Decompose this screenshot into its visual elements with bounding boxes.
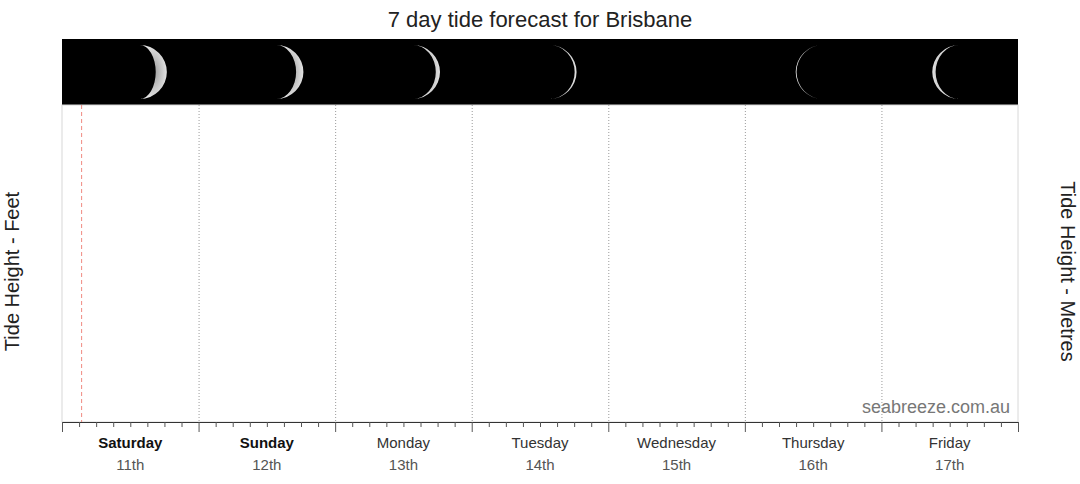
minor-tick: [301, 422, 302, 427]
minor-tick: [130, 422, 131, 427]
minor-tick: [455, 422, 456, 427]
x-tick-date: 11th: [116, 456, 144, 473]
x-tick-date: 17th: [935, 456, 964, 473]
x-tick-label: Wednesday: [637, 434, 716, 451]
moon-band: [62, 39, 1018, 105]
minor-tick: [557, 422, 558, 427]
minor-tick: [250, 422, 251, 427]
minor-tick: [96, 422, 97, 427]
moon: [796, 45, 823, 99]
minor-tick: [677, 422, 678, 427]
day-divider: [745, 105, 746, 422]
day-divider: [199, 105, 200, 422]
minor-tick: [284, 422, 285, 427]
minor-tick: [318, 422, 319, 427]
day-tick: [745, 422, 746, 432]
minor-tick: [352, 422, 353, 427]
x-tick-label: Saturday: [98, 434, 163, 451]
minor-tick: [694, 422, 695, 427]
x-tick-date: 13th: [389, 456, 418, 473]
minor-tick: [899, 422, 900, 427]
x-tick-date: 14th: [525, 456, 554, 473]
minor-tick: [625, 422, 626, 427]
x-tick-label: Sunday: [240, 434, 295, 451]
day-tick: [335, 422, 336, 432]
chart-title: 7 day tide forecast for Brisbane: [388, 7, 693, 32]
minor-tick: [642, 422, 643, 427]
moon: [413, 45, 440, 99]
minor-tick: [779, 422, 780, 427]
marks-group: [81, 105, 82, 422]
x-tick-date: 16th: [799, 456, 828, 473]
watermark: seabreeze.com.au: [862, 397, 1010, 417]
moon: [932, 45, 959, 99]
minor-tick: [830, 422, 831, 427]
minor-tick: [147, 422, 148, 427]
day-divider: [881, 105, 882, 422]
x-tick-label: Thursday: [782, 434, 845, 451]
minor-tick: [523, 422, 524, 427]
minor-tick: [421, 422, 422, 427]
day-tick: [199, 422, 200, 432]
minor-tick: [984, 422, 985, 427]
day-divider: [335, 105, 336, 422]
moon: [276, 45, 303, 99]
minor-tick: [813, 422, 814, 427]
day-tick: [608, 422, 609, 432]
day-divider: [472, 105, 473, 422]
minor-tick: [506, 422, 507, 427]
minor-tick: [182, 422, 183, 427]
minor-tick: [660, 422, 661, 427]
minor-tick: [967, 422, 968, 427]
y2-axis-title: Tide Height - Metres: [1057, 181, 1079, 361]
moon-group: [140, 45, 959, 99]
minor-tick: [369, 422, 370, 427]
minor-tick: [386, 422, 387, 427]
minor-tick: [489, 422, 490, 427]
minor-tick: [403, 422, 404, 427]
minor-tick: [1001, 422, 1002, 427]
moon: [659, 45, 686, 99]
minor-tick: [574, 422, 575, 427]
minor-tick: [950, 422, 951, 427]
day-tick: [472, 422, 473, 432]
minor-tick: [933, 422, 934, 427]
minor-tick: [233, 422, 234, 427]
minor-tick: [762, 422, 763, 427]
day-tick: [62, 422, 63, 432]
current-time-line: [81, 105, 82, 422]
minor-tick: [796, 422, 797, 427]
x-tick-labels: Saturday Sunday Monday Tuesday Wednesday Thur…: [98, 434, 971, 473]
x-tick-label: Tuesday: [512, 434, 569, 451]
x-tick-label: Monday: [377, 434, 431, 451]
x-axis: [62, 422, 1019, 432]
x-tick-date: 15th: [662, 456, 691, 473]
x-tick-label: Friday: [929, 434, 971, 451]
y-axis-title: Tide Height - Feet: [1, 191, 23, 351]
minor-tick: [591, 422, 592, 427]
day-tick: [1018, 422, 1019, 432]
x-tick-date: 12th: [252, 456, 281, 473]
plot-frame: [62, 105, 1018, 422]
minor-tick: [438, 422, 439, 427]
day-tick: [881, 422, 882, 432]
moon: [140, 45, 167, 99]
minor-tick: [540, 422, 541, 427]
minor-tick: [113, 422, 114, 427]
minor-tick: [711, 422, 712, 427]
minor-tick: [164, 422, 165, 427]
minor-tick: [728, 422, 729, 427]
grid-group: [199, 105, 882, 422]
minor-tick: [79, 422, 80, 427]
minor-tick: [916, 422, 917, 427]
day-divider: [608, 105, 609, 422]
minor-tick: [847, 422, 848, 427]
minor-tick: [267, 422, 268, 427]
minor-tick: [216, 422, 217, 427]
minor-tick: [864, 422, 865, 427]
moon: [550, 45, 577, 99]
